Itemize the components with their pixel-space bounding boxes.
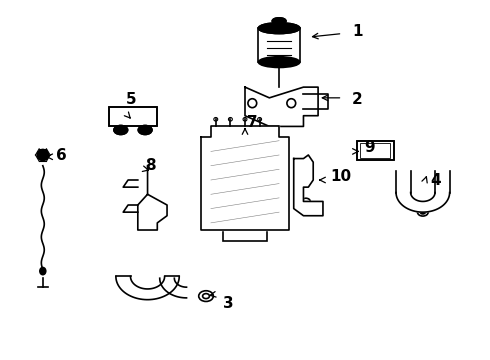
Polygon shape bbox=[138, 166, 167, 230]
Text: 8: 8 bbox=[145, 158, 156, 173]
Bar bbox=[357, 141, 393, 160]
Ellipse shape bbox=[272, 18, 286, 24]
Text: 10: 10 bbox=[330, 169, 351, 184]
Ellipse shape bbox=[40, 267, 46, 275]
Bar bbox=[223, 230, 267, 241]
Ellipse shape bbox=[420, 210, 425, 214]
Text: 7: 7 bbox=[247, 115, 258, 130]
Text: 4: 4 bbox=[430, 172, 441, 188]
Ellipse shape bbox=[142, 128, 148, 132]
Polygon shape bbox=[116, 276, 179, 300]
Polygon shape bbox=[201, 126, 289, 230]
Text: 6: 6 bbox=[56, 148, 67, 163]
Bar bbox=[357, 141, 393, 160]
Ellipse shape bbox=[118, 128, 123, 132]
Bar bbox=[109, 107, 157, 126]
Text: 1: 1 bbox=[352, 24, 363, 39]
Bar bbox=[360, 143, 390, 158]
Text: 2: 2 bbox=[352, 92, 363, 107]
Ellipse shape bbox=[37, 150, 48, 160]
Ellipse shape bbox=[258, 57, 300, 67]
Polygon shape bbox=[294, 155, 323, 216]
Ellipse shape bbox=[114, 126, 127, 134]
Bar bbox=[109, 107, 157, 126]
Polygon shape bbox=[396, 193, 450, 212]
Text: 3: 3 bbox=[223, 296, 234, 311]
Text: 9: 9 bbox=[365, 140, 375, 156]
Text: 5: 5 bbox=[125, 92, 136, 107]
Ellipse shape bbox=[138, 126, 152, 134]
Ellipse shape bbox=[258, 23, 300, 33]
